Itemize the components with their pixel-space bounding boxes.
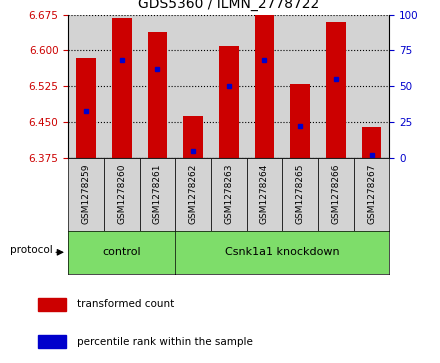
Bar (354, 15, 389, 158)
Bar (147, 32, 167, 158)
Text: Csnk1a1 knockdown: Csnk1a1 knockdown (225, 247, 340, 257)
Text: GSM1278265: GSM1278265 (296, 164, 304, 224)
Bar (247, 15, 282, 158)
Bar (175, 15, 211, 158)
Bar (76, 57, 96, 158)
FancyBboxPatch shape (354, 158, 389, 231)
Title: GDS5360 / ILMN_2778722: GDS5360 / ILMN_2778722 (138, 0, 319, 11)
FancyBboxPatch shape (104, 158, 139, 231)
Bar (219, 46, 238, 158)
Bar (38, 335, 66, 348)
Bar (139, 15, 175, 158)
Bar (282, 15, 318, 158)
Text: GSM1278262: GSM1278262 (189, 164, 198, 224)
Bar (183, 116, 203, 158)
FancyBboxPatch shape (175, 158, 211, 231)
Bar (38, 298, 66, 311)
Bar (318, 15, 354, 158)
Text: protocol: protocol (10, 245, 53, 255)
Text: GSM1278266: GSM1278266 (331, 164, 341, 224)
Bar (290, 84, 310, 158)
Bar (68, 15, 104, 158)
Bar (255, 15, 274, 158)
Text: GSM1278263: GSM1278263 (224, 164, 233, 224)
Text: transformed count: transformed count (77, 299, 175, 309)
Text: control: control (103, 247, 141, 257)
Text: GSM1278264: GSM1278264 (260, 164, 269, 224)
Bar (362, 127, 381, 158)
Bar (104, 15, 139, 158)
FancyBboxPatch shape (139, 158, 175, 231)
Bar (211, 15, 247, 158)
Text: GSM1278260: GSM1278260 (117, 164, 126, 224)
Text: GSM1278267: GSM1278267 (367, 164, 376, 224)
Bar (326, 22, 346, 158)
FancyBboxPatch shape (211, 158, 247, 231)
Text: GSM1278261: GSM1278261 (153, 164, 162, 224)
FancyBboxPatch shape (68, 158, 104, 231)
FancyBboxPatch shape (282, 158, 318, 231)
FancyBboxPatch shape (318, 158, 354, 231)
Text: percentile rank within the sample: percentile rank within the sample (77, 337, 253, 347)
FancyBboxPatch shape (247, 158, 282, 231)
Bar (112, 18, 132, 158)
Text: GSM1278259: GSM1278259 (81, 164, 91, 224)
